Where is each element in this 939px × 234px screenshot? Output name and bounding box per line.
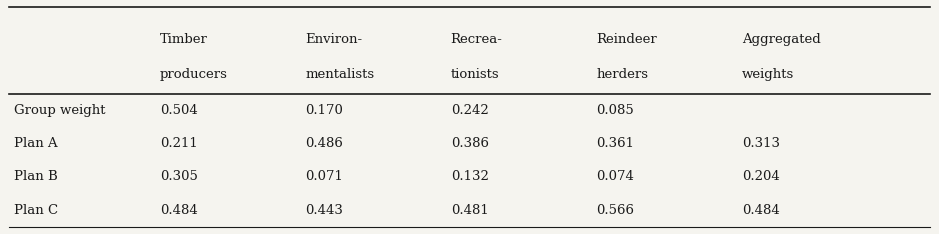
Text: Group weight: Group weight	[14, 104, 105, 117]
Text: 0.313: 0.313	[742, 137, 779, 150]
Text: Plan B: Plan B	[14, 170, 58, 183]
Text: Recrea-: Recrea-	[451, 33, 502, 46]
Text: 0.484: 0.484	[160, 204, 197, 217]
Text: Reindeer: Reindeer	[596, 33, 657, 46]
Text: mentalists: mentalists	[305, 68, 375, 81]
Text: 0.481: 0.481	[451, 204, 488, 217]
Text: 0.305: 0.305	[160, 170, 197, 183]
Text: Environ-: Environ-	[305, 33, 362, 46]
Text: 0.204: 0.204	[742, 170, 779, 183]
Text: Timber: Timber	[160, 33, 208, 46]
Text: 0.386: 0.386	[451, 137, 488, 150]
Text: Plan C: Plan C	[14, 204, 58, 217]
Text: 0.085: 0.085	[596, 104, 634, 117]
Text: 0.566: 0.566	[596, 204, 634, 217]
Text: 0.170: 0.170	[305, 104, 343, 117]
Text: herders: herders	[596, 68, 648, 81]
Text: tionists: tionists	[451, 68, 500, 81]
Text: 0.242: 0.242	[451, 104, 488, 117]
Text: Plan A: Plan A	[14, 137, 57, 150]
Text: 0.486: 0.486	[305, 137, 343, 150]
Text: 0.074: 0.074	[596, 170, 634, 183]
Text: 0.484: 0.484	[742, 204, 779, 217]
Text: 0.211: 0.211	[160, 137, 197, 150]
Text: producers: producers	[160, 68, 227, 81]
Text: 0.071: 0.071	[305, 170, 343, 183]
Text: 0.361: 0.361	[596, 137, 634, 150]
Text: 0.504: 0.504	[160, 104, 197, 117]
Text: 0.132: 0.132	[451, 170, 488, 183]
Text: weights: weights	[742, 68, 794, 81]
Text: 0.443: 0.443	[305, 204, 343, 217]
Text: Aggregated: Aggregated	[742, 33, 821, 46]
